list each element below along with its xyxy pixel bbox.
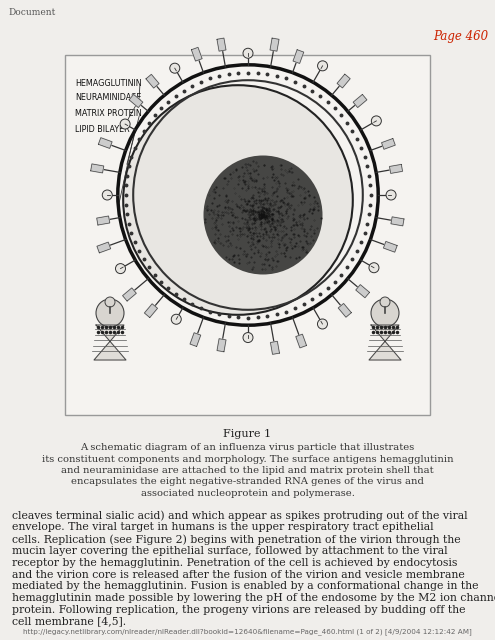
Text: cleaves terminal sialic acid) and which appear as spikes protruding out of the v: cleaves terminal sialic acid) and which … (12, 511, 468, 521)
Polygon shape (369, 325, 401, 360)
Polygon shape (129, 95, 143, 108)
Text: hemagglutinin made possible by lowering the pH of the endosome by the M2 ion cha: hemagglutinin made possible by lowering … (12, 593, 495, 603)
Text: mucin layer covering the epithelial surface, followed by attachment to the viral: mucin layer covering the epithelial surf… (12, 546, 447, 556)
Polygon shape (190, 333, 200, 346)
Text: MATRIX PROTEIN: MATRIX PROTEIN (75, 109, 142, 118)
Ellipse shape (123, 85, 353, 315)
Text: HEMAGGLUTININ: HEMAGGLUTININ (75, 79, 142, 88)
Circle shape (380, 297, 390, 307)
Text: Figure 1: Figure 1 (223, 429, 272, 439)
Polygon shape (353, 95, 367, 108)
Text: protein. Following replication, the progeny virions are released by budding off : protein. Following replication, the prog… (12, 605, 465, 615)
Polygon shape (146, 74, 159, 88)
Ellipse shape (203, 156, 323, 275)
Polygon shape (270, 38, 279, 51)
Polygon shape (338, 303, 351, 317)
Circle shape (318, 61, 328, 71)
Text: encapsulates the eight negative-stranded RNA genes of the virus and: encapsulates the eight negative-stranded… (71, 477, 424, 486)
Text: receptor by the hemagglutinin. Penetration of the cell is achieved by endocytosi: receptor by the hemagglutinin. Penetrati… (12, 557, 457, 568)
Polygon shape (99, 138, 112, 148)
Bar (65, 55, 430, 415)
Text: A schematic diagram of an influenza virus particle that illustrates: A schematic diagram of an influenza viru… (80, 443, 415, 452)
Circle shape (96, 299, 124, 327)
Text: and the virion core is released after the fusion of the virion and vesicle membr: and the virion core is released after th… (12, 570, 465, 579)
Polygon shape (123, 288, 136, 301)
Polygon shape (217, 339, 226, 352)
Polygon shape (296, 334, 306, 348)
Text: Page 460: Page 460 (433, 30, 488, 43)
Circle shape (243, 48, 253, 58)
Circle shape (171, 314, 181, 324)
Text: NEURAMINIDASE: NEURAMINIDASE (75, 93, 142, 102)
Circle shape (105, 297, 115, 307)
Polygon shape (293, 50, 304, 63)
Circle shape (115, 264, 126, 274)
Polygon shape (356, 285, 369, 298)
Polygon shape (94, 325, 126, 360)
Text: mediated by the hemagglutinin. Fusion is enabled by a conformational change in t: mediated by the hemagglutinin. Fusion is… (12, 581, 479, 591)
Circle shape (243, 333, 253, 342)
Polygon shape (145, 304, 157, 317)
Text: envelope. The viral target in humans is the upper respiratory tract epithelial: envelope. The viral target in humans is … (12, 522, 434, 532)
Circle shape (120, 119, 130, 129)
Circle shape (371, 116, 381, 126)
Polygon shape (97, 216, 110, 225)
Circle shape (371, 299, 399, 327)
Text: http://legacy.netlibrary.com/nlreader/nlReader.dll?bookid=12640&filename=Page_46: http://legacy.netlibrary.com/nlreader/nl… (23, 628, 472, 635)
Polygon shape (91, 164, 104, 173)
Polygon shape (382, 138, 395, 149)
Polygon shape (391, 217, 404, 226)
Polygon shape (192, 47, 202, 61)
Text: associated nucleoprotein and polymerase.: associated nucleoprotein and polymerase. (141, 489, 354, 498)
Circle shape (386, 190, 396, 200)
Polygon shape (270, 341, 280, 355)
Polygon shape (384, 241, 397, 252)
Text: its constituent components and morphology. The surface antigens hemagglutinin: its constituent components and morpholog… (42, 454, 453, 463)
Polygon shape (390, 164, 402, 173)
Text: cell membrane [4,5].: cell membrane [4,5]. (12, 617, 126, 627)
Text: Document: Document (8, 8, 55, 17)
Circle shape (369, 263, 379, 273)
Text: LIPID BILAYER: LIPID BILAYER (75, 125, 130, 134)
Polygon shape (337, 74, 350, 88)
Text: cells. Replication (see Figure 2) begins with penetration of the virion through : cells. Replication (see Figure 2) begins… (12, 534, 461, 545)
Polygon shape (217, 38, 226, 51)
Circle shape (170, 63, 180, 73)
Text: and neuraminidase are attached to the lipid and matrix protein shell that: and neuraminidase are attached to the li… (61, 466, 434, 475)
Circle shape (317, 319, 328, 329)
Circle shape (102, 190, 112, 200)
Polygon shape (97, 242, 110, 253)
